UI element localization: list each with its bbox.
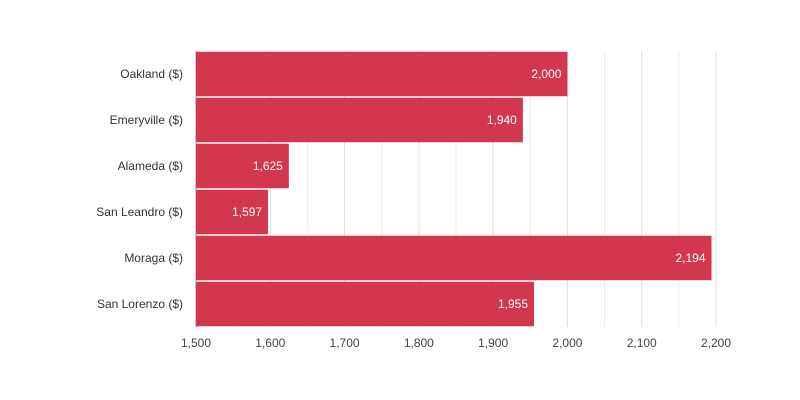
- x-tick-label: 1,500: [181, 336, 211, 350]
- bar: [196, 97, 523, 143]
- x-tick-label: 2,000: [552, 336, 582, 350]
- x-tick-label: 1,700: [330, 336, 360, 350]
- x-tick-label: 1,900: [478, 336, 508, 350]
- data-label: 1,597: [232, 205, 262, 219]
- x-tick-label: 1,600: [255, 336, 285, 350]
- data-label: 2,194: [676, 251, 706, 265]
- data-label: 1,955: [498, 297, 528, 311]
- bars: [196, 51, 712, 327]
- bar: [196, 51, 568, 97]
- data-label: 1,940: [487, 113, 517, 127]
- category-label: Emeryville ($): [110, 113, 183, 127]
- bar: [196, 189, 269, 235]
- bar: [196, 281, 534, 327]
- category-label: Alameda ($): [118, 159, 183, 173]
- data-label: 1,625: [253, 159, 283, 173]
- x-axis-ticks: 1,500 1,600 1,700 1,800 1,900 2,000 2,100 2,200: [181, 336, 731, 350]
- data-labels: 2,000 1,940 1,625 1,597 2,194 1,955: [232, 67, 706, 311]
- grid-lines: [195, 51, 717, 327]
- x-tick-label: 2,100: [627, 336, 657, 350]
- category-label: San Lorenzo ($): [97, 297, 183, 311]
- category-labels: Oakland ($) Emeryville ($) Alameda ($) San …: [96, 67, 183, 311]
- category-label: Moraga ($): [124, 251, 183, 265]
- bar: [196, 235, 712, 281]
- bar: [196, 143, 289, 189]
- x-tick-label: 2,200: [701, 336, 731, 350]
- category-label: Oakland ($): [120, 67, 183, 81]
- x-tick-label: 1,800: [404, 336, 434, 350]
- data-label: 2,000: [531, 67, 561, 81]
- category-label: San Leandro ($): [96, 205, 183, 219]
